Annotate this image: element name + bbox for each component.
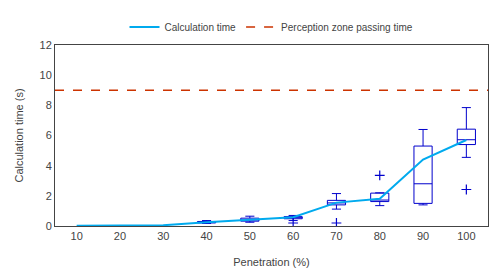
svg-text:0: 0 xyxy=(46,220,52,232)
svg-text:60: 60 xyxy=(287,230,299,242)
svg-text:Calculation time: Calculation time xyxy=(165,22,237,33)
svg-text:90: 90 xyxy=(417,230,429,242)
svg-text:50: 50 xyxy=(244,230,256,242)
svg-text:100: 100 xyxy=(457,230,475,242)
svg-text:Calculation time (s): Calculation time (s) xyxy=(13,88,25,182)
svg-text:Perception zone passing time: Perception zone passing time xyxy=(281,22,413,33)
svg-text:8: 8 xyxy=(46,99,52,111)
svg-text:4: 4 xyxy=(46,160,52,172)
svg-text:10: 10 xyxy=(40,69,52,81)
svg-text:20: 20 xyxy=(114,230,126,242)
svg-text:30: 30 xyxy=(157,230,169,242)
svg-text:Penetration (%): Penetration (%) xyxy=(233,256,309,268)
svg-text:6: 6 xyxy=(46,129,52,141)
svg-text:10: 10 xyxy=(71,230,83,242)
svg-text:40: 40 xyxy=(200,230,212,242)
svg-text:80: 80 xyxy=(374,230,386,242)
svg-text:2: 2 xyxy=(46,190,52,202)
svg-text:70: 70 xyxy=(330,230,342,242)
svg-text:12: 12 xyxy=(40,39,52,51)
